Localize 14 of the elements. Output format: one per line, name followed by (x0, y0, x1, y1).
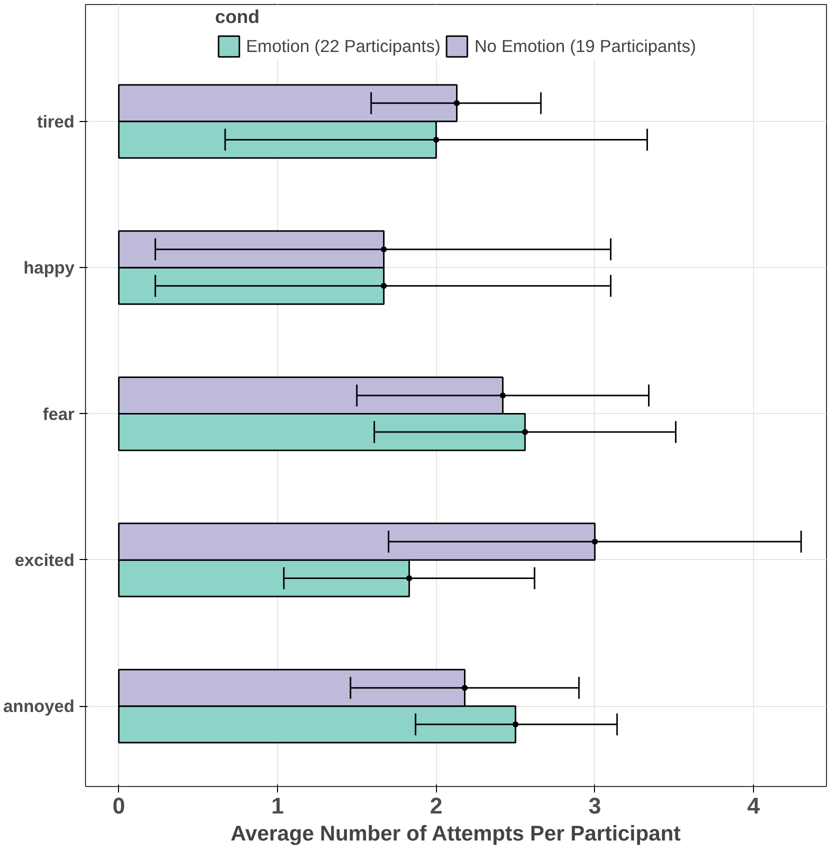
legend-label: Emotion (22 Participants) (246, 36, 441, 56)
y-tick-label: tired (36, 111, 75, 132)
y-tick-label: happy (23, 258, 75, 278)
x-tick-label: 1 (271, 792, 284, 818)
y-tick-label: excited (14, 550, 74, 570)
y-tick-label: fear (42, 404, 75, 424)
x-tick-label: 4 (747, 792, 760, 818)
x-axis-title: Average Number of Attempts Per Participant (230, 822, 681, 846)
y-tick-label: annoyed (3, 696, 75, 716)
legend-label: No Emotion (19 Participants) (474, 36, 696, 56)
x-tick-label: 2 (430, 792, 442, 818)
x-tick-label: 3 (588, 792, 602, 818)
legend-title: cond (214, 6, 261, 28)
x-tick-label: 0 (112, 792, 126, 818)
